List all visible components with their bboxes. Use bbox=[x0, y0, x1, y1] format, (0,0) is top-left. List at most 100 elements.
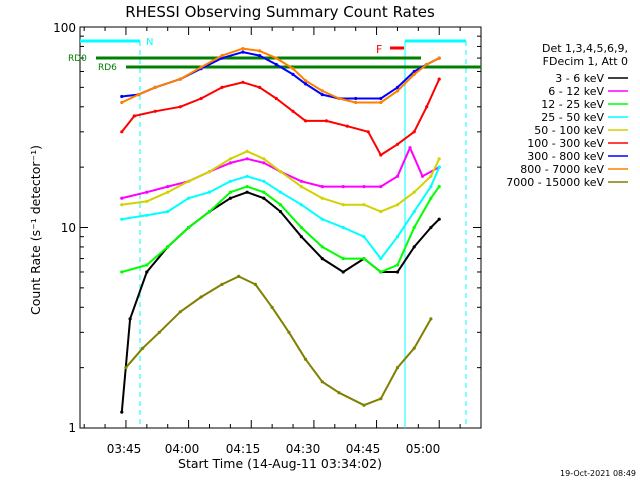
data-point bbox=[379, 153, 383, 157]
data-point bbox=[320, 185, 324, 189]
data-point bbox=[345, 124, 349, 128]
data-point bbox=[299, 179, 303, 183]
data-point bbox=[304, 79, 308, 83]
data-point bbox=[379, 257, 383, 261]
data-point bbox=[412, 72, 416, 76]
data-point bbox=[379, 210, 383, 214]
data-point bbox=[120, 270, 124, 274]
data-point bbox=[304, 82, 308, 86]
data-point bbox=[220, 54, 224, 58]
data-point bbox=[124, 366, 128, 370]
data-point bbox=[395, 263, 400, 267]
data-point bbox=[412, 130, 416, 134]
data-point bbox=[157, 330, 161, 334]
data-point bbox=[241, 50, 245, 54]
data-point bbox=[153, 85, 157, 89]
data-point bbox=[120, 410, 124, 414]
data-point bbox=[228, 179, 232, 183]
data-point bbox=[395, 270, 400, 274]
data-point bbox=[395, 235, 400, 239]
data-point bbox=[187, 196, 191, 200]
data-point bbox=[245, 149, 249, 153]
legend-label-7000-15000-kev: 7000 - 15000 keV bbox=[506, 176, 604, 189]
data-point bbox=[262, 196, 266, 200]
data-point bbox=[270, 305, 274, 309]
data-point bbox=[120, 94, 124, 99]
series-line-7000-15000-kev bbox=[125, 275, 432, 407]
legend-header-1: Det 1,3,4,5,6,9, bbox=[542, 42, 628, 55]
data-point bbox=[145, 213, 149, 217]
data-point bbox=[299, 225, 303, 230]
x-tick-label-0445: 04:45 bbox=[346, 442, 381, 456]
legend-label-800-7000-kev: 800 - 7000 keV bbox=[520, 163, 604, 176]
data-point bbox=[199, 65, 203, 69]
data-point bbox=[362, 257, 366, 261]
series-layer bbox=[120, 47, 441, 414]
data-point bbox=[429, 317, 433, 321]
data-point bbox=[262, 157, 266, 161]
x-axis-label: Start Time (14-Aug-11 03:34:02) bbox=[178, 456, 382, 471]
series-line-12-25-kev bbox=[121, 185, 441, 273]
data-point bbox=[320, 93, 324, 97]
data-point bbox=[166, 185, 170, 189]
data-point bbox=[262, 161, 266, 165]
data-point bbox=[425, 62, 429, 67]
data-point bbox=[278, 190, 283, 194]
data-point bbox=[199, 96, 203, 101]
data-point bbox=[241, 80, 245, 84]
y-axis-label: Count Rate (s⁻¹ detector⁻¹) bbox=[28, 145, 43, 315]
data-point bbox=[120, 203, 124, 207]
data-point bbox=[136, 93, 141, 97]
data-point bbox=[299, 235, 303, 239]
data-point bbox=[408, 146, 412, 150]
data-point bbox=[278, 203, 283, 207]
data-point bbox=[228, 157, 232, 161]
data-point bbox=[337, 391, 341, 395]
data-point bbox=[220, 85, 224, 89]
data-point bbox=[379, 185, 383, 189]
x-tick-label-0430: 04:30 bbox=[286, 442, 321, 456]
data-point bbox=[362, 203, 366, 207]
data-point bbox=[253, 282, 257, 286]
series-12-25-kev bbox=[120, 185, 441, 274]
data-point bbox=[220, 282, 224, 286]
data-point bbox=[362, 235, 366, 239]
x-tick-label-0345: 03:45 bbox=[107, 442, 142, 456]
data-point bbox=[395, 174, 400, 178]
data-point bbox=[145, 263, 149, 267]
data-point bbox=[420, 174, 425, 178]
data-point bbox=[274, 96, 278, 101]
data-point bbox=[437, 56, 441, 60]
data-point bbox=[145, 199, 149, 203]
data-point bbox=[366, 130, 370, 134]
data-point bbox=[178, 310, 182, 314]
data-point bbox=[429, 196, 433, 200]
data-point bbox=[245, 157, 249, 161]
data-point bbox=[412, 210, 416, 214]
series-7000-15000-kev bbox=[124, 274, 433, 407]
series-line-50-100-kev bbox=[121, 150, 441, 213]
chart-title: RHESSI Observing Summary Count Rates bbox=[125, 3, 435, 21]
data-point bbox=[228, 190, 232, 194]
data-point bbox=[291, 72, 295, 76]
data-point bbox=[412, 190, 416, 194]
x-tick-label-0500: 05:00 bbox=[406, 442, 441, 456]
legend-label-100-300-kev: 100 - 300 keV bbox=[527, 137, 604, 150]
data-point bbox=[437, 217, 441, 221]
data-point bbox=[245, 190, 249, 194]
generation-timestamp: 19-Oct-2021 08:49 bbox=[560, 469, 636, 478]
data-point bbox=[304, 119, 308, 123]
data-point bbox=[299, 185, 303, 189]
data-point bbox=[412, 225, 416, 230]
data-point bbox=[412, 245, 416, 249]
data-point bbox=[320, 89, 324, 93]
data-point bbox=[429, 225, 433, 230]
series-25-50-kev bbox=[120, 165, 441, 261]
data-point bbox=[299, 203, 303, 207]
data-point bbox=[395, 366, 400, 370]
y-tick-label-100: 100 bbox=[53, 21, 76, 35]
data-point bbox=[291, 109, 295, 113]
data-point bbox=[120, 196, 124, 200]
data-point bbox=[166, 245, 170, 249]
data-point bbox=[166, 190, 170, 194]
